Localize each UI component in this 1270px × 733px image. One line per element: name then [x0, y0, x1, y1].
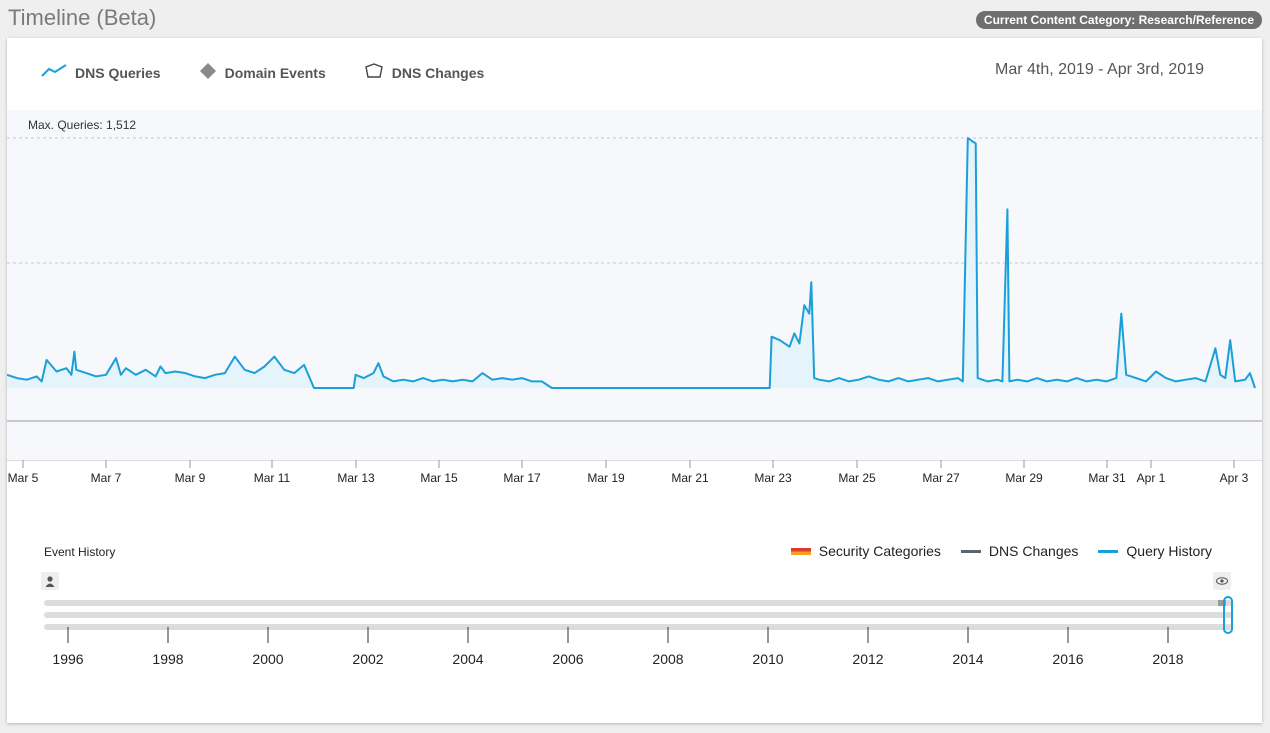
x-tick-label: Apr 1: [1136, 471, 1166, 485]
legend-event-dns-changes-label: DNS Changes: [988, 543, 1079, 559]
legend-security-categories[interactable]: Security Categories: [790, 543, 941, 559]
x-tick-label: Mar 17: [503, 471, 541, 485]
line-chart-icon: [41, 64, 67, 81]
legend-query-history-label: Query History: [1126, 543, 1212, 559]
max-queries-label: Max. Queries: 1,512: [28, 118, 137, 132]
x-tick-label: Mar 13: [337, 471, 375, 485]
year-labels: 1996 1998 2000 2002 2004 2006 2008 2010 2012 2014…: [7, 651, 1262, 671]
year-label: 1996: [52, 651, 84, 667]
diamond-icon: [199, 62, 217, 83]
dns-query-chart-svg: [7, 137, 1262, 422]
year-label: 2016: [1052, 651, 1084, 667]
x-tick-label: Mar 27: [922, 471, 960, 485]
year-label: 2006: [552, 651, 584, 667]
x-tick-label: Mar 11: [253, 471, 291, 485]
security-swatch: [790, 547, 811, 555]
user-icon[interactable]: [41, 572, 59, 590]
x-tick-label: Mar 15: [420, 471, 458, 485]
x-tick-label: Mar 31: [1088, 471, 1126, 485]
dns-query-chart[interactable]: Max. Queries: 1,512: [7, 110, 1262, 460]
x-axis-labels: Mar 5 Mar 7 Mar 9 Mar 11 Mar 13 Mar 15 Mar 17 M…: [7, 471, 1262, 491]
year-label: 2002: [352, 651, 384, 667]
x-tick-label: Mar 29: [1005, 471, 1043, 485]
event-history-legend: Security Categories DNS Changes Query Hi…: [771, 543, 1212, 559]
dns-query-line: [7, 137, 1256, 389]
legend-query-history[interactable]: Query History: [1098, 543, 1212, 559]
year-label: 2018: [1152, 651, 1184, 667]
event-history-tracks: [44, 596, 1233, 643]
x-tick-label: Mar 9: [174, 471, 206, 485]
year-label: 2010: [752, 651, 784, 667]
legend-dns-queries-label: DNS Queries: [75, 64, 161, 81]
year-label: 2000: [252, 651, 284, 667]
legend-event-dns-changes[interactable]: DNS Changes: [960, 543, 1079, 559]
x-tick-label: Mar 21: [671, 471, 709, 485]
x-tick-label: Mar 5: [7, 471, 39, 485]
x-tick-label: Mar 7: [90, 471, 122, 485]
eye-icon[interactable]: [1213, 572, 1231, 590]
year-ticks: [67, 627, 1169, 643]
x-tick-label: Mar 25: [838, 471, 876, 485]
x-tick-label: Apr 3: [1219, 471, 1249, 485]
x-axis: [7, 460, 1262, 468]
pentagon-icon: [364, 62, 384, 83]
x-tick-label: Mar 23: [754, 471, 792, 485]
year-label: 2008: [652, 651, 684, 667]
legend-security-categories-label: Security Categories: [818, 543, 941, 559]
timeline-card: DNS Queries Domain Events DNS Changes Ma…: [7, 38, 1262, 723]
event-history: Event History Security Categories DNS Ch…: [7, 523, 1262, 723]
year-label: 2004: [452, 651, 484, 667]
chart-legend: DNS Queries Domain Events DNS Changes: [41, 62, 522, 83]
page-title: Timeline (Beta): [8, 5, 157, 30]
dns-changes-swatch: [960, 549, 981, 553]
legend-domain-events-label: Domain Events: [224, 64, 326, 81]
event-history-title: Event History: [44, 545, 116, 559]
year-label: 2012: [852, 651, 884, 667]
legend-dns-queries[interactable]: DNS Queries: [41, 64, 161, 81]
legend-domain-events[interactable]: Domain Events: [199, 62, 326, 83]
x-tick-label: Mar 19: [587, 471, 625, 485]
year-label: 1998: [152, 651, 184, 667]
legend-dns-changes[interactable]: DNS Changes: [364, 62, 485, 83]
year-label: 2014: [952, 651, 984, 667]
category-badge: Current Content Category: Research/Refer…: [975, 11, 1262, 29]
dns-change-marker: [1218, 600, 1226, 606]
query-history-swatch: [1098, 549, 1119, 553]
legend-dns-changes-label: DNS Changes: [391, 64, 485, 81]
query-history-range-handle[interactable]: [1223, 596, 1233, 634]
date-range: Mar 4th, 2019 - Apr 3rd, 2019: [994, 61, 1204, 78]
